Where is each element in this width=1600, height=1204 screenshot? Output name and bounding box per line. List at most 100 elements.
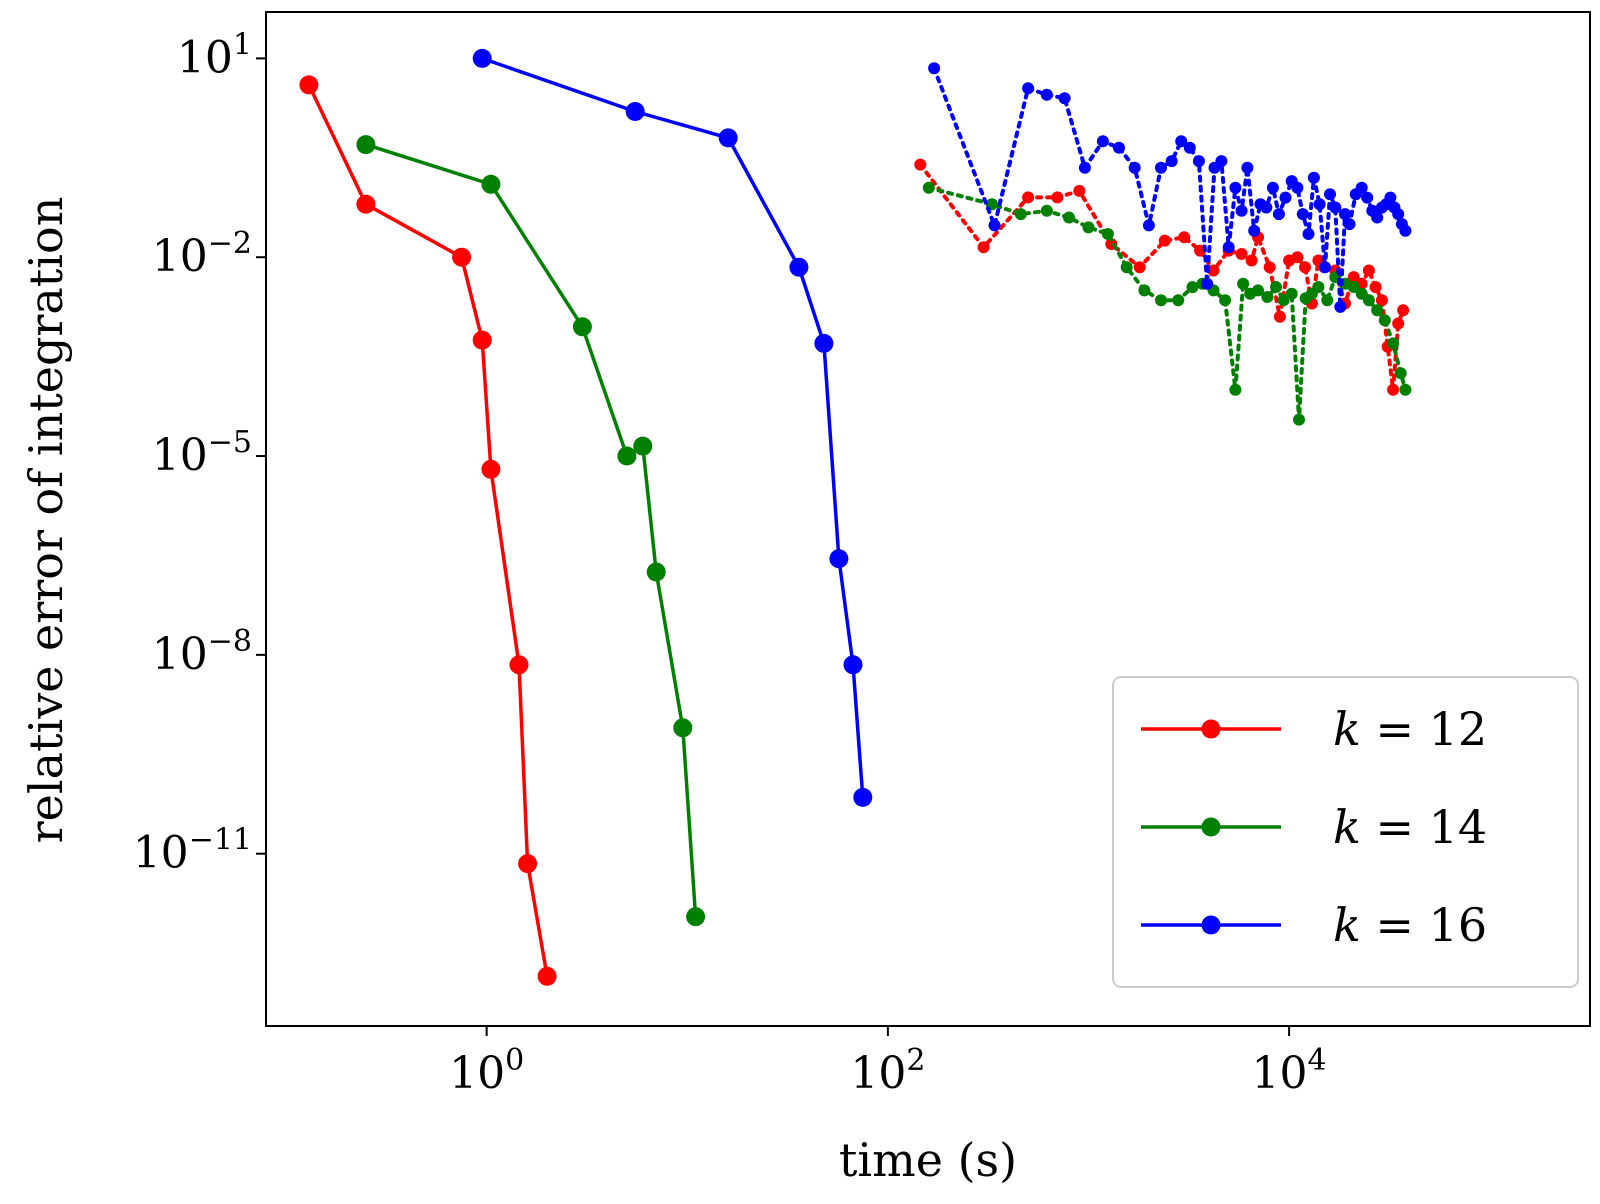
data-point bbox=[1371, 211, 1384, 224]
data-point bbox=[1073, 184, 1086, 197]
data-point bbox=[1219, 294, 1232, 307]
data-point bbox=[1347, 271, 1360, 284]
legend-item: k = 14 bbox=[1141, 800, 1487, 854]
data-point bbox=[1291, 181, 1304, 194]
data-point bbox=[1375, 294, 1388, 307]
data-point bbox=[481, 174, 501, 194]
legend-label: k = 14 bbox=[1333, 800, 1487, 854]
legend-item: k = 16 bbox=[1141, 898, 1487, 952]
data-point bbox=[1394, 367, 1407, 380]
x-axis: 100 102 104 bbox=[449, 1026, 1327, 1099]
data-point bbox=[1022, 82, 1035, 95]
data-point bbox=[1207, 264, 1220, 277]
x-tick-label: 102 bbox=[850, 1043, 925, 1099]
data-point bbox=[1272, 208, 1285, 221]
data-point bbox=[1142, 219, 1155, 232]
data-point bbox=[537, 966, 557, 986]
data-point bbox=[843, 655, 863, 675]
y-axis: 101 10−2 10−5 10−8 10−11 bbox=[133, 27, 266, 879]
data-point bbox=[625, 102, 645, 121]
data-point bbox=[299, 75, 319, 95]
data-point bbox=[1302, 228, 1315, 240]
data-point bbox=[928, 62, 941, 75]
data-point bbox=[1392, 208, 1405, 221]
data-point bbox=[1175, 135, 1188, 148]
data-point bbox=[472, 330, 492, 350]
data-point bbox=[1293, 413, 1305, 426]
series-1 bbox=[356, 135, 706, 927]
y-tick-label: 10−8 bbox=[152, 624, 252, 680]
data-point bbox=[1369, 281, 1382, 294]
data-point bbox=[1392, 317, 1405, 330]
data-point bbox=[1014, 208, 1027, 221]
data-point bbox=[1063, 211, 1075, 224]
data-point bbox=[1078, 161, 1091, 174]
data-point bbox=[1387, 337, 1400, 350]
data-point bbox=[1319, 261, 1331, 274]
data-point bbox=[1192, 155, 1205, 168]
data-point bbox=[922, 181, 935, 194]
data-point bbox=[829, 549, 849, 569]
data-point bbox=[1296, 208, 1309, 221]
data-point bbox=[1158, 234, 1171, 247]
data-point bbox=[1178, 231, 1191, 244]
legend: k = 12 k = 14 k = 16 bbox=[1112, 676, 1579, 988]
data-point bbox=[1155, 161, 1167, 174]
data-point bbox=[1051, 191, 1064, 204]
data-point bbox=[356, 135, 376, 155]
data-point bbox=[1165, 155, 1178, 168]
data-point bbox=[1222, 241, 1235, 254]
data-point bbox=[518, 854, 538, 874]
data-point bbox=[646, 562, 666, 582]
data-point bbox=[509, 655, 529, 675]
data-point bbox=[481, 459, 501, 479]
data-point bbox=[356, 194, 376, 214]
data-point bbox=[1362, 264, 1375, 277]
data-point bbox=[1201, 277, 1214, 290]
data-point bbox=[1399, 224, 1412, 237]
data-point bbox=[1312, 281, 1325, 293]
data-point bbox=[1241, 161, 1254, 174]
legend-box bbox=[1112, 676, 1579, 988]
data-point bbox=[1378, 314, 1391, 327]
legend-marker bbox=[1201, 719, 1221, 739]
x-tick-label: 100 bbox=[449, 1043, 524, 1099]
x-axis-label: time (s) bbox=[839, 1133, 1017, 1187]
y-axis-label: relative error of integration bbox=[19, 197, 73, 844]
data-point bbox=[1347, 281, 1360, 293]
data-point bbox=[1040, 204, 1053, 217]
data-point bbox=[789, 257, 809, 277]
data-point bbox=[1128, 161, 1141, 174]
series-line bbox=[932, 66, 1408, 309]
data-point bbox=[853, 787, 873, 807]
series-5 bbox=[928, 62, 1412, 313]
data-point bbox=[1307, 171, 1320, 184]
data-point bbox=[686, 907, 706, 927]
data-point bbox=[1022, 191, 1035, 204]
data-point bbox=[1339, 208, 1351, 221]
y-tick-label: 10−5 bbox=[152, 425, 252, 481]
data-point bbox=[1172, 294, 1185, 307]
data-point bbox=[1040, 88, 1053, 101]
data-point bbox=[914, 158, 927, 171]
data-point bbox=[1260, 201, 1273, 214]
data-point bbox=[1058, 92, 1071, 105]
data-point bbox=[1361, 191, 1374, 204]
data-point bbox=[1334, 300, 1347, 313]
data-point bbox=[1113, 141, 1125, 154]
data-point bbox=[1183, 141, 1196, 154]
x-tick-label: 104 bbox=[1252, 1043, 1327, 1099]
data-point bbox=[1299, 261, 1311, 274]
data-point bbox=[1371, 304, 1384, 317]
data-point bbox=[977, 241, 990, 254]
series-line bbox=[481, 56, 865, 798]
data-point bbox=[1279, 191, 1292, 204]
data-point bbox=[1215, 155, 1228, 168]
data-point bbox=[1270, 281, 1282, 293]
data-point bbox=[1277, 294, 1290, 307]
data-point bbox=[1384, 191, 1397, 204]
legend-marker bbox=[1201, 817, 1221, 837]
data-point bbox=[1399, 383, 1412, 396]
